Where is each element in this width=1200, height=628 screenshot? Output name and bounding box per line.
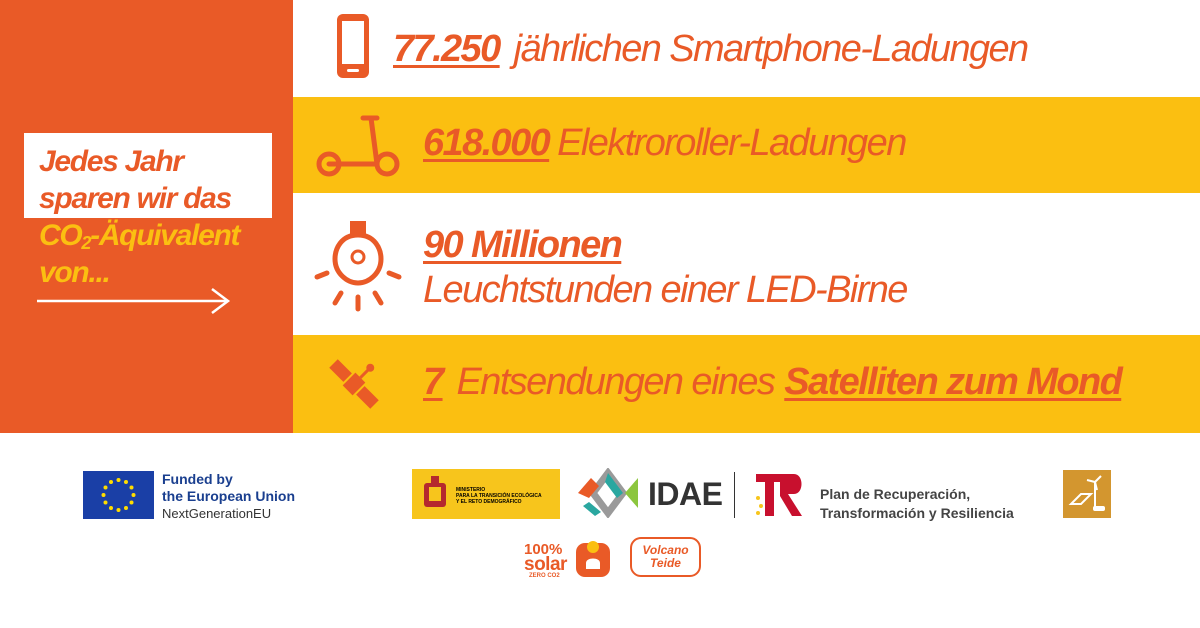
solar-badge-icon <box>576 541 610 577</box>
intro-line-4: von... <box>39 256 111 289</box>
stat-text: Elektroroller-Ladungen <box>557 122 907 164</box>
logo-divider <box>734 472 735 518</box>
intro-highlight-box <box>24 133 272 218</box>
stat-lightbulb-text: Leuchtstunden einer LED-Birne <box>423 268 908 312</box>
eu-star <box>129 500 134 505</box>
stat-number: 90 Millionen <box>423 224 623 266</box>
eu-star <box>116 478 121 482</box>
stat-highlight: Satelliten zum Mond <box>784 361 1123 403</box>
volcano-teide-logo: Volcano Teide <box>630 537 701 577</box>
intro-line-1: Jedes Jahr <box>39 145 184 178</box>
stat-number: 618.000 <box>423 122 551 164</box>
coat-of-arms-icon <box>424 476 446 507</box>
eu-flag-icon <box>83 471 154 519</box>
stat-text: Entsendungen eines <box>456 361 776 403</box>
smartphone-icon <box>337 14 369 78</box>
stat-number: 7 <box>423 361 444 403</box>
eu-star <box>109 506 113 510</box>
ministry-label: MINISTERIO PARA LA TRANSICIÓN ECOLÓGICA … <box>456 487 542 505</box>
satellite-icon <box>329 359 379 409</box>
eu-star <box>109 480 113 484</box>
eu-star <box>124 480 128 484</box>
stat-text: Leuchtstunden einer LED-Birne <box>423 269 908 311</box>
energy-tile <box>1063 470 1111 518</box>
stat-smartphone: 77.250 jährlichen Smartphone-Ladungen <box>393 27 1030 71</box>
eu-star <box>124 506 128 510</box>
stat-row-satellite: 7 Entsendungen eines Satelliten zum Mond <box>293 335 1200 433</box>
stat-satellite: 7 Entsendungen eines Satelliten zum Mond <box>423 360 1123 404</box>
eu-star <box>116 508 121 512</box>
stat-row-lightbulb: 90 Millionen Leuchtstunden einer LED-Bir… <box>293 193 1200 335</box>
ministry-logo <box>412 469 560 519</box>
eu-star <box>103 500 108 505</box>
stat-row-smartphone: 77.250 jährlichen Smartphone-Ladungen <box>293 0 1200 97</box>
eu-star <box>103 485 108 490</box>
eu-star <box>101 493 106 497</box>
lightbulb-icon <box>314 221 402 312</box>
stat-scooter: 618.000 Elektroroller-Ladungen <box>423 121 907 165</box>
stat-number: 77.250 <box>393 28 501 70</box>
scooter-icon <box>316 115 400 177</box>
solar-wind-icon <box>1068 475 1105 511</box>
intro-line-3: CO2-Äquivalent <box>39 219 240 253</box>
arrow-right-icon <box>37 288 231 314</box>
intro-line-2: sparen wir das <box>39 182 232 215</box>
eu-star <box>129 485 134 490</box>
eu-star <box>131 493 136 497</box>
idae-logo-icon <box>578 468 638 518</box>
footer <box>0 433 1200 628</box>
prtr-label: Plan de Recuperación, Transformación y R… <box>820 486 1014 521</box>
intro-text: Jedes Jahr sparen wir das CO2-Äquivalent… <box>39 143 289 291</box>
eu-funding-label: Funded by the European Union NextGenerat… <box>162 471 295 521</box>
idae-label: IDAE <box>648 476 723 512</box>
stat-lightbulb: 90 Millionen <box>423 223 623 267</box>
stat-text: jährlichen Smartphone-Ladungen <box>513 28 1030 70</box>
stat-row-scooter: 618.000 Elektroroller-Ladungen <box>293 97 1200 193</box>
prtr-logo-icon <box>756 474 802 516</box>
